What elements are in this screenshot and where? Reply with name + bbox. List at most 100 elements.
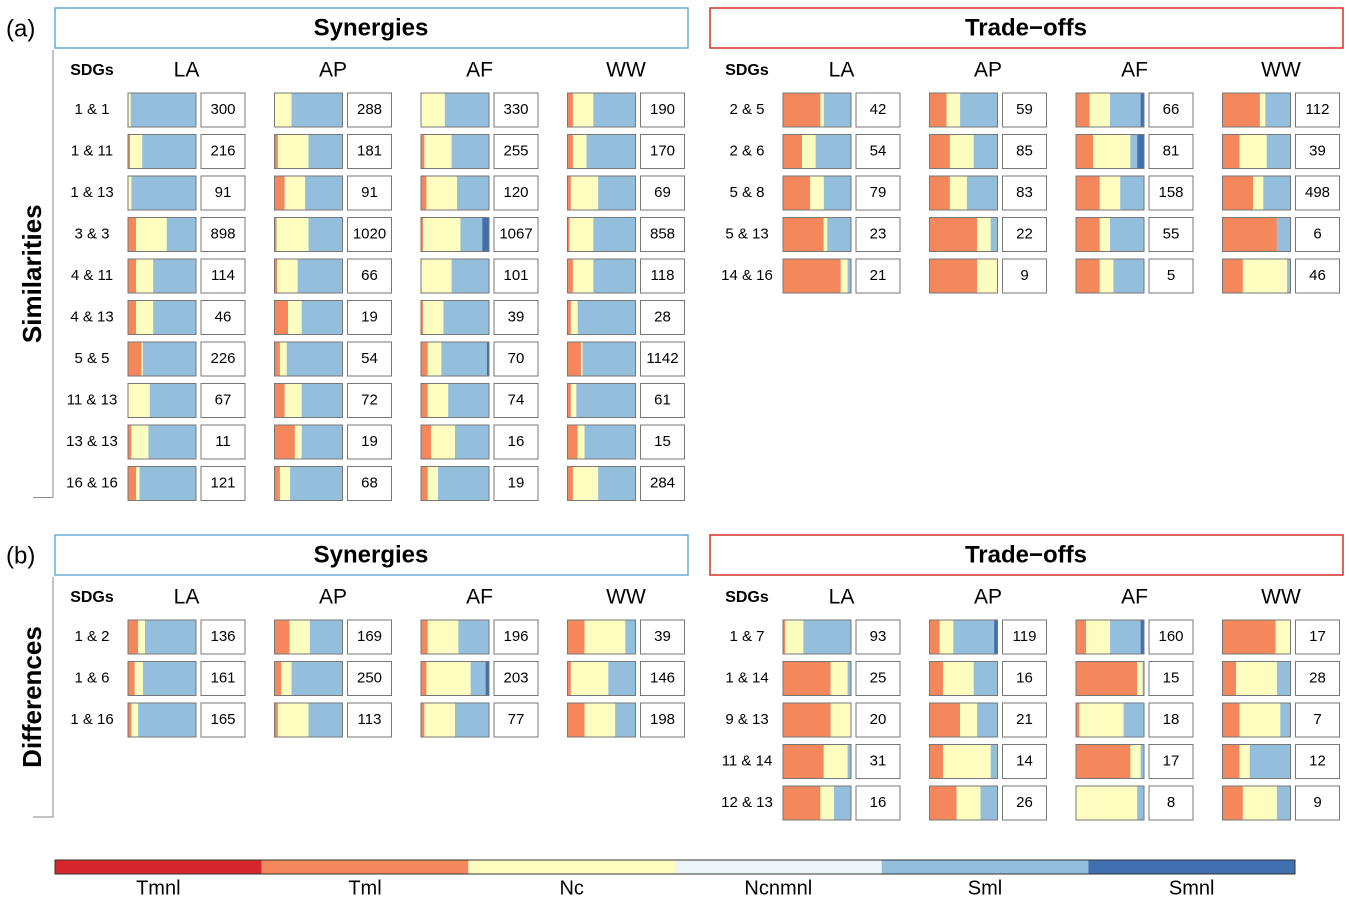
count-box bbox=[1295, 619, 1340, 655]
share-segment bbox=[929, 661, 944, 696]
share-segment bbox=[1076, 176, 1100, 210]
share-segment bbox=[1079, 703, 1124, 737]
bar-frame bbox=[1075, 785, 1145, 821]
count-box bbox=[1002, 785, 1047, 821]
share-segment bbox=[1263, 176, 1291, 210]
share-segment bbox=[1140, 744, 1144, 779]
bar-frame bbox=[127, 383, 197, 418]
count-label: 59 bbox=[1016, 101, 1033, 118]
sdg-pair-label: 5 & 5 bbox=[74, 350, 109, 367]
count-box bbox=[347, 702, 392, 738]
count-box bbox=[855, 175, 901, 211]
group-header-box bbox=[54, 534, 689, 576]
count-label: 112 bbox=[1306, 101, 1330, 118]
sdg-pair-label: 1 & 2 bbox=[74, 628, 109, 645]
share-segment bbox=[1253, 176, 1264, 210]
bar-frame bbox=[1222, 702, 1291, 738]
share-segment bbox=[427, 342, 442, 376]
sdg-pair-label: 4 & 11 bbox=[71, 267, 113, 284]
bar-frame bbox=[782, 661, 852, 696]
count-box bbox=[1002, 702, 1047, 738]
share-segment bbox=[929, 259, 978, 293]
legend-swatch bbox=[881, 860, 1089, 874]
count-box bbox=[200, 619, 246, 655]
share-segment bbox=[783, 93, 821, 127]
share-segment bbox=[301, 300, 343, 335]
share-segment bbox=[1142, 661, 1144, 696]
share-segment bbox=[286, 342, 343, 376]
share-segment bbox=[274, 176, 285, 210]
share-segment bbox=[576, 383, 636, 418]
count-label: 16 bbox=[508, 433, 525, 450]
bar-frame bbox=[567, 217, 636, 252]
bar-frame bbox=[567, 341, 636, 377]
count-label: 20 bbox=[870, 711, 887, 728]
share-segment bbox=[274, 383, 285, 418]
share-segment bbox=[608, 661, 636, 696]
count-label: 226 bbox=[210, 350, 235, 367]
count-box bbox=[347, 341, 392, 377]
bar-frame bbox=[1075, 134, 1145, 169]
bar-frame bbox=[929, 258, 998, 294]
sdg-pair-label: 2 & 5 bbox=[729, 101, 764, 118]
count-label: 1142 bbox=[646, 350, 678, 367]
bar-frame bbox=[274, 258, 343, 294]
share-segment bbox=[1076, 661, 1138, 696]
count-box bbox=[1295, 134, 1340, 169]
share-segment bbox=[444, 93, 489, 127]
region-label: WW bbox=[1261, 59, 1301, 82]
bar-frame bbox=[274, 466, 343, 501]
share-segment bbox=[423, 217, 461, 252]
count-label: 91 bbox=[361, 184, 378, 201]
legend-swatch bbox=[261, 860, 469, 874]
sdg-pair-label: 3 & 3 bbox=[74, 225, 109, 242]
count-box bbox=[640, 92, 685, 128]
share-segment bbox=[598, 466, 636, 501]
count-label: 21 bbox=[870, 267, 887, 284]
share-segment bbox=[128, 620, 139, 654]
count-box bbox=[347, 175, 392, 211]
bar-frame bbox=[1222, 744, 1291, 779]
region-label: AP bbox=[319, 59, 347, 82]
share-segment bbox=[783, 620, 786, 654]
region-label: LA bbox=[829, 586, 855, 609]
bar-frame bbox=[127, 466, 197, 501]
share-segment bbox=[1276, 786, 1291, 820]
share-segment bbox=[421, 425, 432, 459]
share-segment bbox=[584, 425, 636, 459]
share-segment bbox=[577, 425, 585, 459]
share-segment bbox=[309, 620, 343, 654]
legend-frame bbox=[54, 859, 1296, 875]
share-segment bbox=[593, 217, 636, 252]
bar-frame bbox=[1222, 217, 1291, 252]
share-segment bbox=[847, 259, 851, 293]
bar-frame bbox=[274, 92, 343, 128]
share-segment bbox=[570, 661, 609, 696]
share-segment bbox=[458, 620, 489, 654]
bar-frame bbox=[782, 92, 852, 128]
count-box bbox=[200, 383, 246, 418]
sdg-pair-label: 1 & 13 bbox=[70, 184, 113, 201]
bar-frame bbox=[1222, 258, 1291, 294]
side-label: Differences bbox=[17, 626, 47, 768]
count-label: 11 bbox=[215, 433, 231, 450]
share-segment bbox=[1076, 786, 1138, 820]
sdg-pair-label: 11 & 14 bbox=[722, 752, 773, 769]
share-segment bbox=[130, 93, 196, 127]
share-segment bbox=[136, 466, 140, 501]
share-segment bbox=[128, 300, 137, 335]
share-segment bbox=[482, 217, 489, 252]
share-segment bbox=[847, 661, 851, 696]
share-segment bbox=[289, 620, 310, 654]
count-box bbox=[1148, 258, 1194, 294]
sdg-pair-label: 16 & 16 bbox=[66, 474, 118, 491]
count-box bbox=[1295, 661, 1340, 696]
bar-frame bbox=[1075, 744, 1145, 779]
share-segment bbox=[820, 786, 834, 820]
share-segment bbox=[279, 466, 291, 501]
share-segment bbox=[1076, 134, 1093, 169]
region-label: LA bbox=[829, 59, 855, 82]
count-label: 77 bbox=[508, 711, 525, 728]
bar-frame bbox=[420, 92, 490, 128]
